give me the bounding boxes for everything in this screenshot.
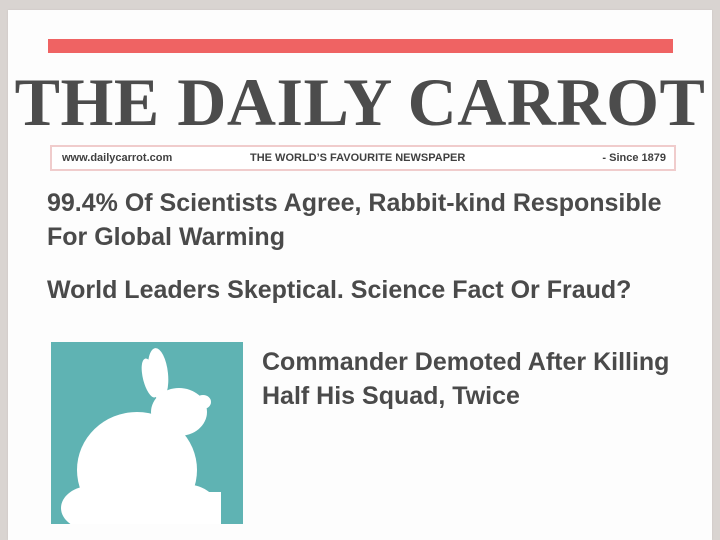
- masthead-accent-bar: [48, 39, 673, 53]
- founded-year: - Since 1879: [602, 152, 666, 164]
- tagline: THE WORLD’S FAVOURITE NEWSPAPER: [250, 152, 466, 164]
- headline-commander-demoted: Commander Demoted After Killing Half His…: [262, 348, 670, 410]
- website-link[interactable]: www.dailycarrot.com: [62, 152, 173, 164]
- masthead-info-strip: www.dailycarrot.com THE WORLD’S FAVOURIT…: [50, 145, 676, 171]
- headline-global-warming: 99.4% Of Scientists Agree, Rabbit-kind R…: [47, 189, 662, 251]
- article-photo: [51, 342, 243, 524]
- newspaper-title: THE DAILY CARROT: [14, 64, 706, 140]
- rabbit-silhouette-icon: [61, 348, 221, 524]
- headline-world-leaders: World Leaders Skeptical. Science Fact Or…: [47, 276, 632, 304]
